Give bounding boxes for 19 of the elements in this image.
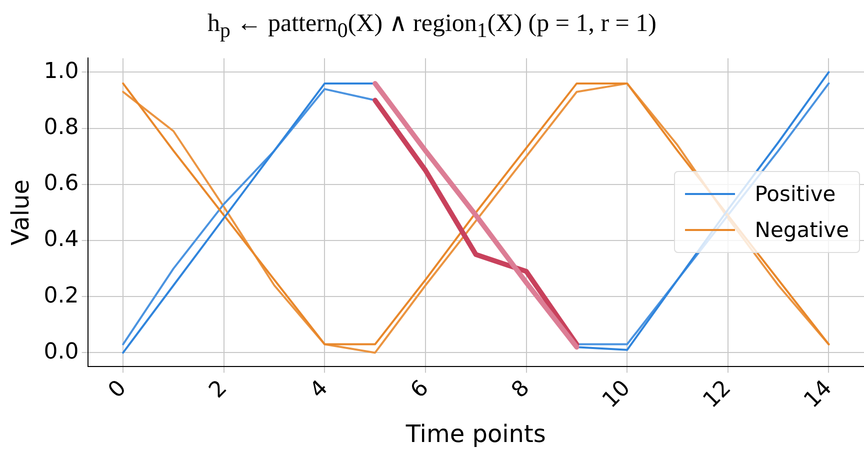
x-tick-label: 4 (305, 376, 333, 404)
x-tick-label: 6 (406, 376, 434, 404)
y-tick-label: 0.0 (44, 339, 79, 364)
chart-title: h$_{p}$ ← pattern$_{0}$(X) ∧ region$_{1}$(X) (p = 1, r = 1) (206, 9, 658, 43)
x-tick-label: 8 (507, 376, 535, 404)
x-tick-label: 12 (698, 376, 736, 414)
legend-label: Positive (754, 182, 836, 206)
x-tick-label: 2 (204, 376, 232, 404)
y-tick-label: 1.0 (44, 58, 79, 84)
x-tick-label: 14 (800, 376, 838, 414)
x-tick-label: 0 (104, 376, 132, 404)
legend-label: Negative (754, 218, 849, 242)
y-axis-title: Value (6, 180, 35, 246)
x-axis-title: Time points (404, 420, 546, 448)
y-tick-label: 0.8 (44, 115, 79, 140)
y-tick-label: 0.6 (44, 171, 79, 196)
y-tick-label: 0.4 (44, 227, 79, 252)
y-tick-label: 0.2 (44, 283, 79, 308)
x-tick-label: 10 (598, 376, 636, 414)
